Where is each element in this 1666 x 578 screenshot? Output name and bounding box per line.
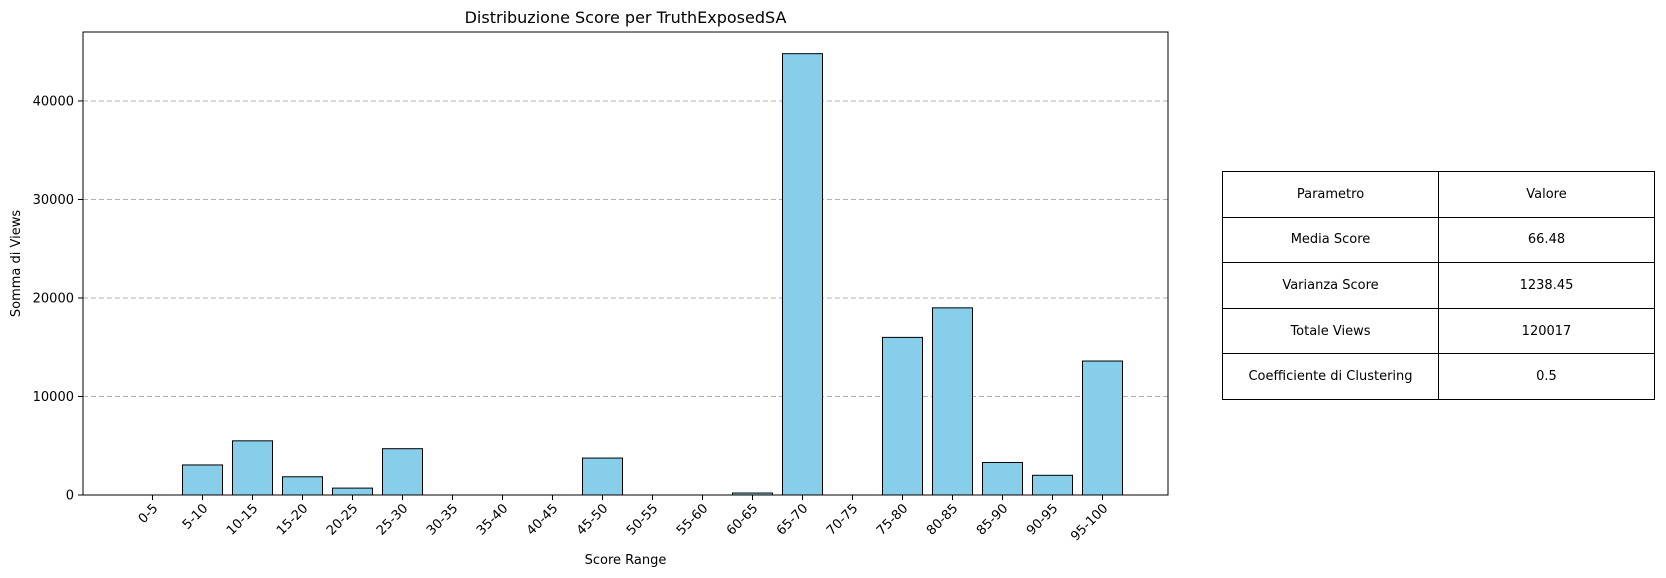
- stats-param-cell: Media Score: [1222, 216, 1439, 264]
- plot-frame: [82, 31, 1169, 496]
- x-axis: 0-5 5-10 10-15 15-20 20-25 25-30 30-35 35-40 40-…: [136, 495, 1111, 544]
- bar: [332, 487, 373, 496]
- bar: [582, 457, 623, 496]
- x-tick-label: 45-50: [574, 501, 611, 538]
- bar: [982, 461, 1023, 496]
- x-tick-label: 25-30: [374, 501, 411, 538]
- x-tick-label: 75-80: [874, 501, 911, 538]
- x-tick-label: 20-25: [324, 501, 361, 538]
- stats-param-cell: Coefficiente di Clustering: [1222, 353, 1439, 400]
- y-axis: 0 10000 20000 30000 40000: [33, 94, 83, 504]
- stats-header-value: Valore: [1438, 171, 1655, 218]
- x-tick-label: 90-95: [1024, 501, 1061, 538]
- grid-lines: [83, 100, 1168, 397]
- bar: [1032, 474, 1073, 496]
- x-tick-label: 65-70: [774, 501, 811, 538]
- stats-table-header-row: Parametro Valore: [1222, 171, 1655, 218]
- x-tick-label: 85-90: [974, 501, 1011, 538]
- stats-table: Parametro Valore Media Score 66.48 Varia…: [1222, 171, 1655, 400]
- stats-param-cell: Varianza Score: [1222, 262, 1439, 309]
- x-tick-label: 80-85: [924, 501, 961, 538]
- bar: [782, 53, 823, 496]
- stats-table-row: Media Score 66.48: [1222, 216, 1655, 264]
- bar: [1082, 360, 1123, 496]
- stats-value-cell: 120017: [1438, 307, 1655, 355]
- x-tick-label: 95-100: [1068, 501, 1111, 544]
- bar: [232, 440, 273, 496]
- y-tick-label: 10000: [33, 390, 74, 405]
- x-tick-label: 55-60: [674, 501, 711, 538]
- stats-param-cell: Totale Views: [1222, 307, 1439, 355]
- x-tick-label: 5-10: [180, 501, 211, 532]
- stats-value-cell: 66.48: [1438, 216, 1655, 264]
- x-tick-label: 35-40: [474, 501, 511, 538]
- bar: [182, 464, 223, 496]
- y-tick-label: 20000: [33, 291, 74, 306]
- stats-table-row: Totale Views 120017: [1222, 307, 1655, 355]
- x-tick-label: 70-75: [824, 501, 861, 538]
- chart-title: Distribuzione Score per TruthExposedSA: [465, 8, 787, 27]
- bar: [282, 476, 323, 496]
- x-tick-label: 15-20: [274, 501, 311, 538]
- stats-table-row: Coefficiente di Clustering 0.5: [1222, 353, 1655, 400]
- x-tick-label: 50-55: [624, 501, 661, 538]
- y-tick-label: 0: [66, 489, 74, 504]
- stats-table-row: Varianza Score 1238.45: [1222, 262, 1655, 309]
- bar: [932, 307, 973, 496]
- y-axis-label: Somma di Views: [9, 210, 24, 317]
- x-axis-label: Score Range: [585, 553, 667, 568]
- y-tick-label: 40000: [33, 94, 74, 109]
- x-tick-label: 0-5: [136, 501, 162, 527]
- stats-value-cell: 0.5: [1438, 353, 1655, 400]
- bars: [182, 53, 1123, 496]
- x-tick-label: 40-45: [524, 501, 561, 538]
- bar: [382, 448, 423, 496]
- stats-header-param: Parametro: [1222, 171, 1439, 218]
- x-tick-label: 30-35: [424, 501, 461, 538]
- x-tick-label: 10-15: [224, 501, 261, 538]
- bar: [882, 336, 923, 496]
- stats-value-cell: 1238.45: [1438, 262, 1655, 309]
- x-tick-label: 60-65: [724, 501, 761, 538]
- y-tick-label: 30000: [33, 193, 74, 208]
